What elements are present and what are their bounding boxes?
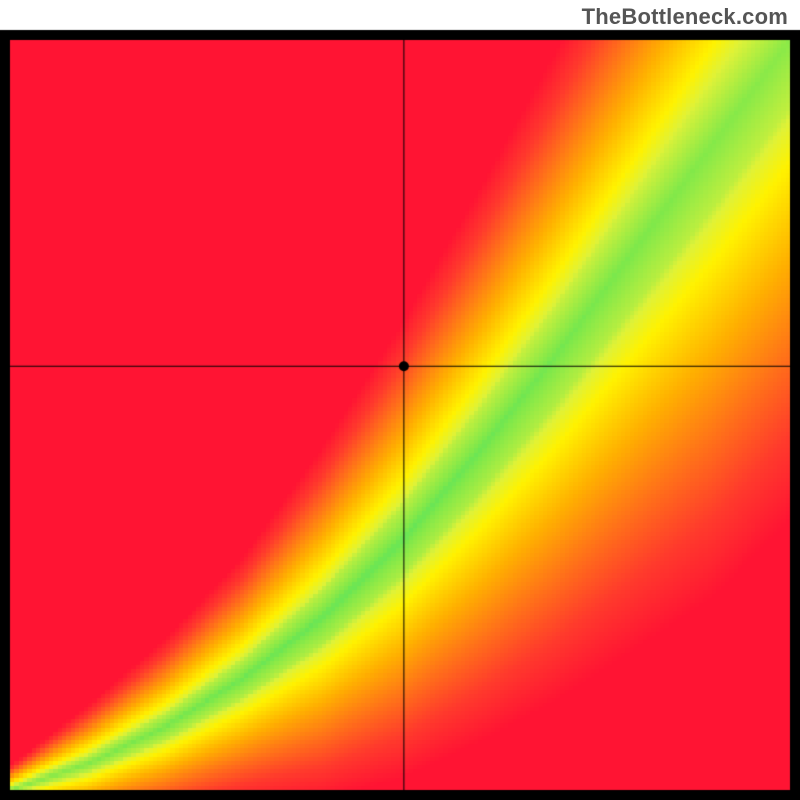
figure-root: TheBottleneck.com <box>0 0 800 800</box>
watermark-text: TheBottleneck.com <box>582 4 788 30</box>
heatmap-canvas <box>0 0 800 800</box>
plot-area <box>0 0 800 800</box>
